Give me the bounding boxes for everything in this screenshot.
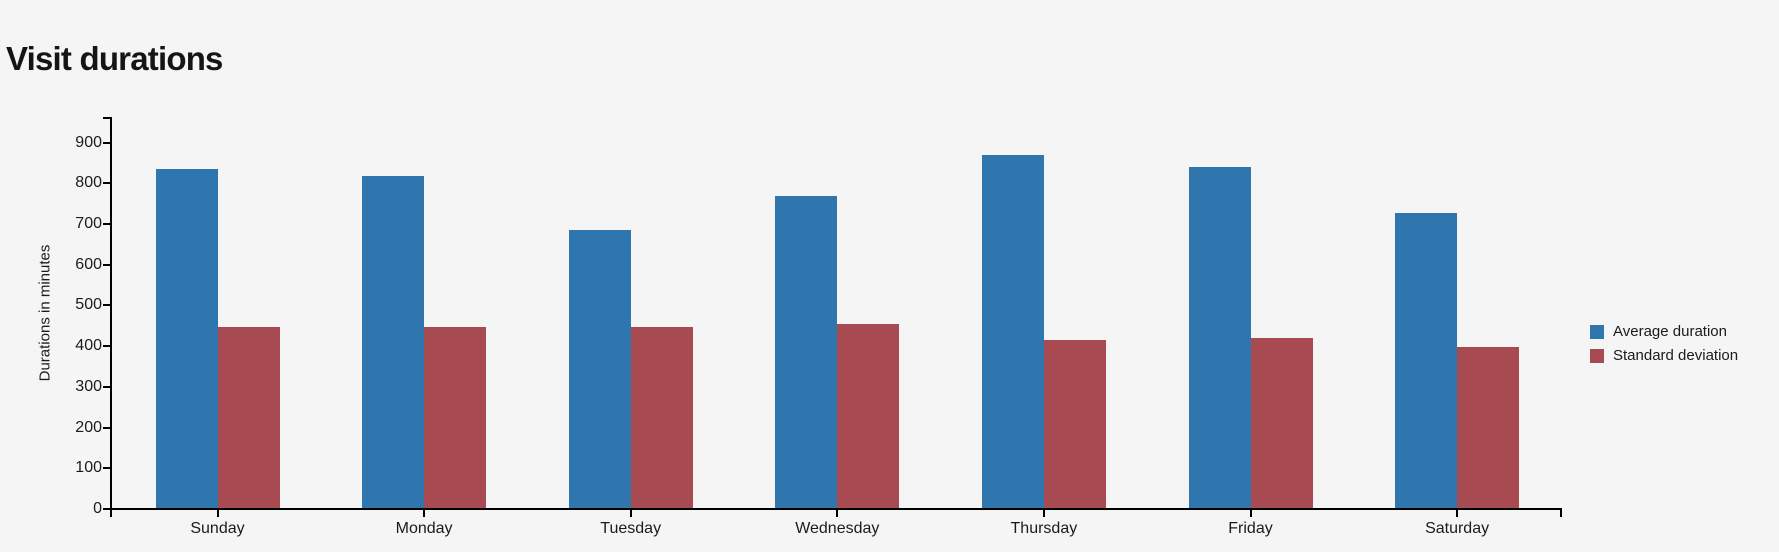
y-axis-tick-label-400: 400 — [75, 337, 102, 355]
x-axis-tick-monday — [423, 509, 426, 517]
x-axis-tick-friday — [1249, 509, 1252, 517]
bar-standard-deviation-sunday — [217, 327, 280, 509]
bar-average-duration-tuesday — [568, 229, 631, 509]
y-axis-tick-label-100: 100 — [75, 459, 102, 477]
legend-swatch-standard-deviation — [1590, 349, 1604, 363]
y-axis-tick-100 — [103, 467, 110, 470]
y-axis-tick-700 — [103, 223, 110, 226]
x-axis-tick-thursday — [1042, 509, 1045, 517]
y-axis-line — [110, 117, 112, 517]
legend-item-average-duration: Average duration — [1590, 323, 1738, 340]
y-axis-tick-label-300: 300 — [75, 377, 102, 395]
y-axis-tick-label-700: 700 — [75, 215, 102, 233]
bar-standard-deviation-wednesday — [837, 324, 900, 509]
legend-item-standard-deviation: Standard deviation — [1590, 347, 1739, 364]
y-axis-tick-400 — [103, 345, 110, 348]
legend: Average duration Standard deviation — [1590, 323, 1739, 364]
bar-average-duration-friday — [1188, 167, 1251, 509]
bar-standard-deviation-saturday — [1457, 347, 1520, 509]
x-axis-tick-wednesday — [836, 509, 839, 517]
bar-standard-deviation-friday — [1250, 338, 1313, 509]
bar-average-duration-wednesday — [775, 195, 838, 509]
y-axis-tick-600 — [103, 263, 110, 266]
x-axis-line — [103, 508, 1562, 510]
y-axis-tick-label-800: 800 — [75, 174, 102, 192]
x-axis-end-cap — [1560, 508, 1562, 517]
bar-average-duration-saturday — [1395, 213, 1458, 509]
x-axis-tick-saturday — [1456, 509, 1459, 517]
x-axis-tick-label-tuesday: Tuesday — [600, 520, 662, 537]
bar-average-duration-monday — [362, 175, 425, 509]
bar-average-duration-thursday — [981, 154, 1044, 509]
y-axis-tick-label-500: 500 — [75, 296, 102, 314]
legend-label-standard-deviation: Standard deviation — [1613, 347, 1739, 364]
bar-average-duration-sunday — [155, 169, 218, 509]
y-axis-tick-label-0: 0 — [93, 500, 102, 517]
x-axis-tick-tuesday — [629, 509, 632, 517]
legend-label-average-duration: Average duration — [1613, 323, 1727, 340]
x-axis-tick-label-saturday: Saturday — [1425, 520, 1490, 537]
x-axis-tick-label-wednesday: Wednesday — [795, 520, 880, 537]
y-axis-tick-200 — [103, 426, 110, 429]
x-axis-tick-label-friday: Friday — [1228, 520, 1273, 537]
x-axis-tick-label-monday: Monday — [395, 520, 453, 537]
bar-standard-deviation-tuesday — [630, 327, 693, 509]
y-axis-tick-label-900: 900 — [75, 133, 102, 151]
y-axis-tick-label-200: 200 — [75, 418, 102, 436]
x-axis-tick-label-sunday: Sunday — [190, 520, 245, 537]
bar-standard-deviation-thursday — [1043, 340, 1106, 509]
bar-standard-deviation-monday — [424, 326, 487, 509]
y-axis-tick-label-600: 600 — [75, 255, 102, 273]
page-title: Visit durations — [6, 40, 223, 77]
y-axis-tick-0 — [103, 508, 110, 510]
legend-swatch-average-duration — [1590, 325, 1604, 339]
y-axis-tick-500 — [103, 304, 110, 307]
y-axis-tick-900 — [103, 141, 110, 144]
y-axis-top-cap — [103, 117, 112, 119]
y-axis-tick-300 — [103, 385, 110, 388]
x-axis-tick-label-thursday: Thursday — [1010, 520, 1078, 537]
y-axis-tick-800 — [103, 182, 110, 185]
x-axis-tick-sunday — [216, 509, 219, 517]
